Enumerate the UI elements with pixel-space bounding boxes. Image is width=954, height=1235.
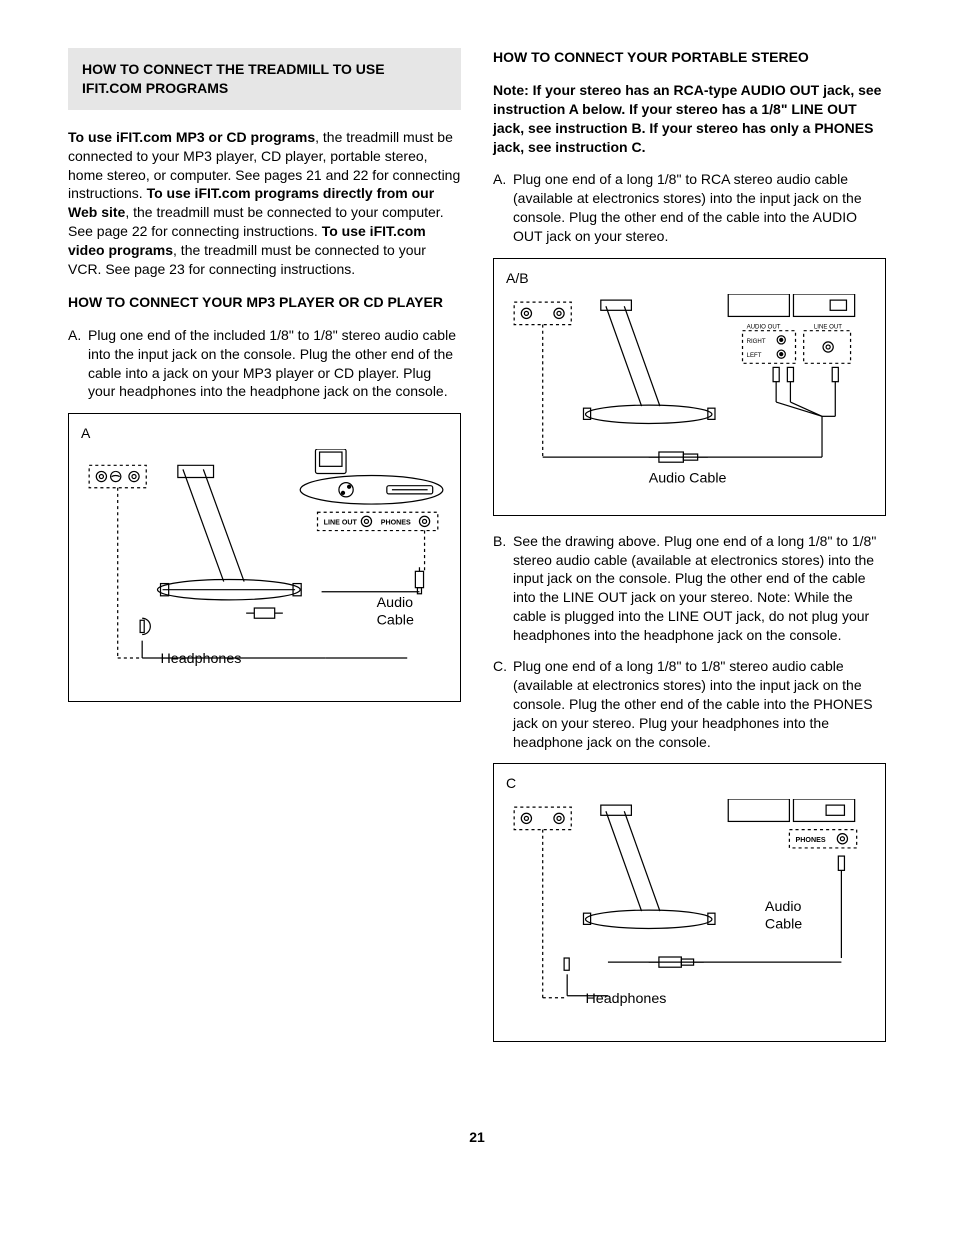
figure-c-label: C [506,774,873,793]
figure-ab-label: A/B [506,269,873,288]
intro-paragraph: To use iFIT.com MP3 or CD programs, the … [68,128,461,279]
figure-c-svg: PHONES [506,799,873,1023]
figure-a-svg: LINE OUT PHONES [81,449,448,683]
right-note: Note: If your stereo has an RCA-type AUD… [493,81,886,157]
left-item-a: A. Plug one end of the included 1/8" to … [68,326,461,402]
gray-heading-box: HOW TO CONNECT THE TREADMILL TO USE IFIT… [68,48,461,110]
right-item-b-letter: B. [493,532,513,645]
left-column: HOW TO CONNECT THE TREADMILL TO USE IFIT… [68,48,461,1058]
right-item-c: C. Plug one end of a long 1/8" to 1/8" s… [493,657,886,751]
svg-text:Audio Cable: Audio Cable [649,470,727,486]
right-item-a-letter: A. [493,170,513,246]
svg-text:Audio: Audio [765,899,802,915]
right-column: HOW TO CONNECT YOUR PORTABLE STEREO Note… [493,48,886,1058]
svg-text:Cable: Cable [377,613,414,629]
gray-heading-text: HOW TO CONNECT THE TREADMILL TO USE IFIT… [82,60,447,98]
right-note-bold: Note: If your stereo has an RCA-type AUD… [493,82,881,155]
svg-text:AUDIO OUT: AUDIO OUT [747,324,781,331]
left-item-a-body: Plug one end of the included 1/8" to 1/8… [88,326,461,402]
figure-a: A [68,413,461,701]
svg-text:LEFT: LEFT [747,352,762,359]
left-item-a-letter: A. [68,326,88,402]
right-item-a-body: Plug one end of a long 1/8" to RCA stere… [513,170,886,246]
right-item-b: B. See the drawing above. Plug one end o… [493,532,886,645]
svg-text:Headphones: Headphones [586,991,667,1007]
figure-c: C [493,763,886,1041]
svg-text:Cable: Cable [765,917,802,933]
svg-text:RIGHT: RIGHT [747,338,766,345]
figure-a-label: A [81,424,448,443]
right-item-c-body: Plug one end of a long 1/8" to 1/8" ster… [513,657,886,751]
right-item-a: A. Plug one end of a long 1/8" to RCA st… [493,170,886,246]
svg-text:PHONES: PHONES [381,519,411,527]
intro-bold-1: To use iFIT.com MP3 or CD programs [68,129,315,145]
right-item-c-letter: C. [493,657,513,751]
figure-ab: A/B [493,258,886,516]
page-number: 21 [68,1128,886,1147]
svg-text:LINE OUT: LINE OUT [324,519,358,527]
svg-text:PHONES: PHONES [796,836,826,844]
svg-text:Audio: Audio [377,595,414,611]
svg-text:LINE OUT: LINE OUT [814,324,842,331]
right-item-b-body: See the drawing above. Plug one end of a… [513,532,886,645]
two-column-layout: HOW TO CONNECT THE TREADMILL TO USE IFIT… [68,48,886,1058]
left-h2: HOW TO CONNECT YOUR MP3 PLAYER OR CD PLA… [68,293,461,312]
right-h1: HOW TO CONNECT YOUR PORTABLE STEREO [493,48,886,67]
figure-ab-svg: AUDIO OUT LINE OUT RIGHT LEFT [506,294,873,498]
svg-text:Headphones: Headphones [161,651,242,667]
